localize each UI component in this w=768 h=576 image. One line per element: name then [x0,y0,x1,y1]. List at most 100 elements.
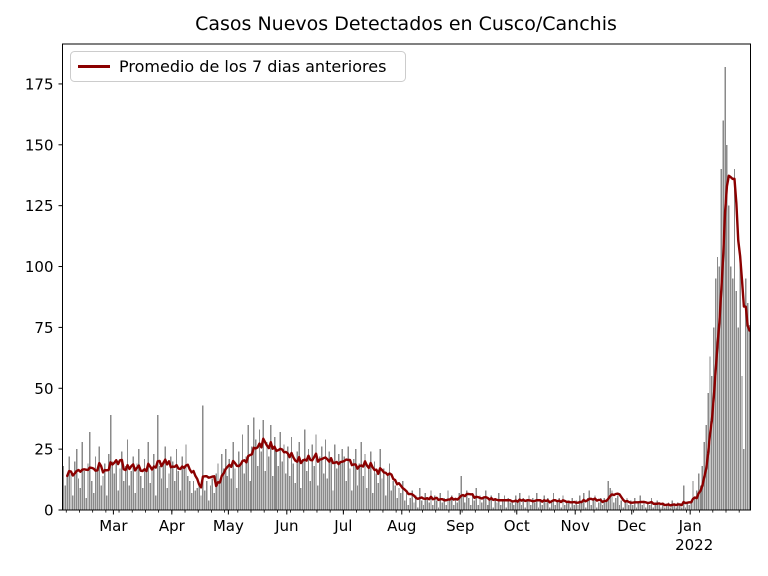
bar [669,507,672,510]
bar [288,475,291,510]
bar [622,507,624,510]
bar [462,495,464,510]
bar [332,490,334,510]
bar [464,502,466,510]
bar [443,497,445,510]
bar [696,490,698,510]
bar [100,485,102,510]
bar [673,505,675,510]
bar [500,505,502,510]
bar [94,456,97,510]
bar [549,507,551,510]
bar [684,507,687,510]
y-tick-label: 175 [25,75,54,93]
bar [275,449,278,510]
bar [375,473,378,510]
bar [511,500,513,510]
bar [107,454,110,510]
bar [341,449,344,510]
bar [611,490,613,510]
bar [745,278,747,510]
bar [315,434,317,510]
bar [349,468,351,510]
bar [605,500,607,510]
bar [615,497,617,510]
bar [66,475,68,510]
bar [181,456,183,510]
bar [403,500,406,510]
bar [388,463,391,510]
bar [89,432,91,510]
bar [121,451,123,510]
bar [567,502,570,510]
bar [539,500,542,510]
bar [228,458,231,510]
bar [428,502,430,510]
bar [290,436,293,510]
bar [598,502,600,510]
bar [641,505,643,510]
bar [211,478,214,510]
x-tick-label: Jan [678,517,702,535]
bar [111,461,114,510]
bar [537,507,540,510]
bar [564,505,566,510]
y-tick-label: 150 [25,136,54,154]
bar [339,463,342,510]
bar [479,495,481,510]
bar [417,507,419,510]
bar [739,254,741,510]
bar [151,471,153,510]
bar [496,502,498,510]
bar [115,458,117,510]
bar [360,441,362,510]
bar [679,505,681,510]
bar [362,475,364,510]
bar [558,497,560,510]
bar [236,488,238,510]
bar [716,256,719,510]
bar [189,480,191,510]
bar [586,497,589,510]
bar [309,480,312,510]
bar [517,502,519,510]
bar [439,492,442,510]
bar [68,456,70,510]
bar [187,475,189,510]
bar [626,497,628,510]
bar [688,505,690,510]
bar [113,473,116,510]
bars-series [62,66,751,511]
bar [402,480,404,510]
bar [162,461,165,510]
bar [140,475,142,510]
bar [64,485,67,510]
bar [637,502,640,510]
bar [520,505,523,510]
bar [155,495,157,510]
bar [238,451,240,510]
bar [694,497,696,510]
bar [221,454,223,510]
bar [498,492,500,510]
bar [320,446,323,510]
bar [185,444,187,510]
bar [371,492,374,510]
bar [481,502,483,510]
bar [722,120,724,510]
bar [713,327,715,510]
bar [305,471,308,510]
bar [255,439,257,510]
bar [268,456,270,510]
bar [126,439,129,510]
bar [435,500,438,510]
bar [396,497,398,510]
x-tick-label: Aug [387,517,416,535]
bar [430,490,432,510]
bar [311,444,313,510]
bar [748,324,751,510]
bar [409,497,411,510]
bar [656,500,658,510]
bar [117,490,119,510]
